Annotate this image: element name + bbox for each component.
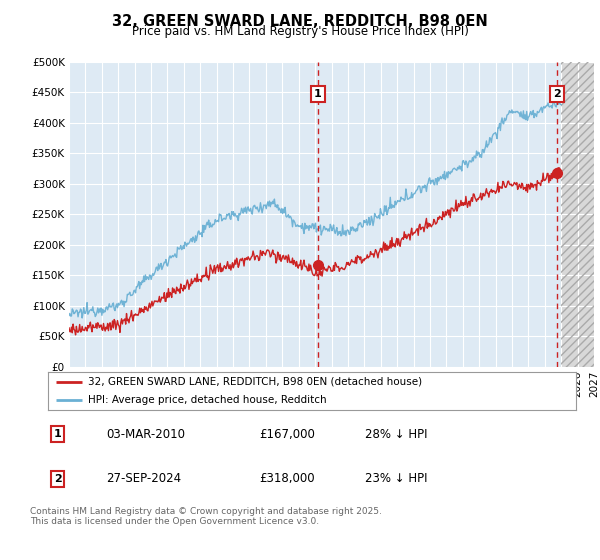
Text: Contains HM Land Registry data © Crown copyright and database right 2025.
This d: Contains HM Land Registry data © Crown c… bbox=[30, 507, 382, 526]
Text: 2: 2 bbox=[53, 474, 61, 484]
Text: 23% ↓ HPI: 23% ↓ HPI bbox=[365, 472, 427, 485]
Text: 1: 1 bbox=[53, 430, 61, 440]
Text: 32, GREEN SWARD LANE, REDDITCH, B98 0EN (detached house): 32, GREEN SWARD LANE, REDDITCH, B98 0EN … bbox=[88, 377, 422, 387]
Text: 03-MAR-2010: 03-MAR-2010 bbox=[106, 428, 185, 441]
Text: Price paid vs. HM Land Registry's House Price Index (HPI): Price paid vs. HM Land Registry's House … bbox=[131, 25, 469, 38]
Text: 32, GREEN SWARD LANE, REDDITCH, B98 0EN: 32, GREEN SWARD LANE, REDDITCH, B98 0EN bbox=[112, 14, 488, 29]
Bar bbox=[561, 62, 594, 367]
Text: HPI: Average price, detached house, Redditch: HPI: Average price, detached house, Redd… bbox=[88, 395, 326, 405]
Text: £318,000: £318,000 bbox=[259, 472, 315, 485]
Text: £167,000: £167,000 bbox=[259, 428, 315, 441]
Text: 2: 2 bbox=[553, 88, 561, 99]
Text: 27-SEP-2024: 27-SEP-2024 bbox=[106, 472, 181, 485]
Text: 28% ↓ HPI: 28% ↓ HPI bbox=[365, 428, 427, 441]
Bar bbox=[561, 62, 594, 367]
Text: 1: 1 bbox=[314, 88, 322, 99]
